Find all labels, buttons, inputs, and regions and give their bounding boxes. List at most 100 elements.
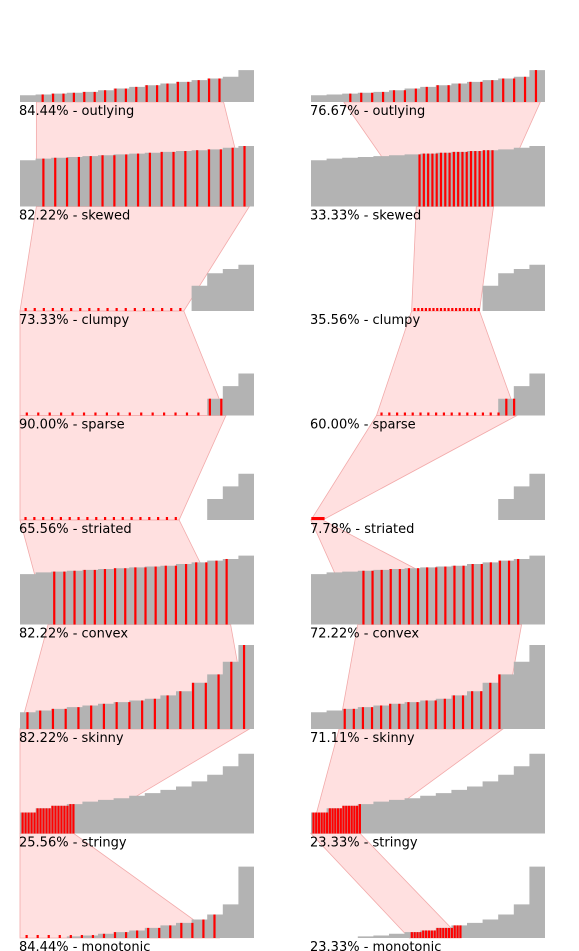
highlight-1-1-8 — [452, 151, 455, 207]
highlight-1-7-6 — [328, 808, 331, 834]
highlight-1-7-9 — [336, 808, 340, 834]
highlight-1-6-10 — [434, 700, 437, 729]
highlight-1-6-15 — [480, 691, 483, 729]
panel-label-1-2: 35.56% - clumpy — [310, 313, 420, 328]
highlight-1-5-13 — [480, 564, 483, 625]
highlight-1-6-14 — [471, 691, 474, 729]
highlight-0-4-4 — [59, 517, 62, 520]
highlight-0-0-15 — [197, 80, 200, 102]
highlight-0-1-2 — [65, 157, 69, 207]
highlight-0-6-5 — [90, 705, 93, 729]
area-1-4 — [311, 473, 545, 520]
panel-label-1-5: 72.22% - convex — [310, 627, 419, 642]
label-layer: 84.44% - outlying 82.22% - skewed 73.33% -… — [19, 104, 441, 951]
highlight-0-3-6 — [94, 412, 97, 416]
highlight-0-0-2 — [62, 93, 65, 102]
highlight-0-6-6 — [102, 703, 106, 729]
panel-label-0-8: 84.44% - monotonic — [19, 940, 150, 951]
highlight-0-6-8 — [128, 702, 131, 729]
highlight-1-0-3 — [381, 91, 385, 102]
highlight-0-6-3 — [64, 708, 67, 729]
highlight-1-8-6 — [427, 930, 431, 938]
highlight-1-3-17 — [513, 398, 516, 416]
highlight-1-0-4 — [392, 90, 396, 102]
highlight-0-0-13 — [176, 81, 179, 102]
highlight-1-3-4 — [411, 412, 414, 416]
highlight-1-5-11 — [462, 565, 465, 625]
highlight-1-3-10 — [458, 412, 461, 416]
highlight-1-3-7 — [435, 412, 438, 416]
highlight-0-2-13 — [142, 308, 146, 311]
highlight-0-5-11 — [164, 565, 167, 625]
highlight-1-0-7 — [425, 86, 428, 102]
highlight-1-5-7 — [426, 567, 429, 625]
highlight-layer — [21, 70, 538, 938]
highlight-1-1-2 — [427, 153, 430, 207]
highlight-0-3-10 — [140, 412, 143, 416]
highlight-0-3-16 — [208, 398, 211, 416]
highlight-0-7-16 — [69, 804, 72, 834]
highlight-0-3-7 — [105, 412, 108, 416]
highlight-0-3-11 — [151, 412, 154, 416]
highlight-0-4-2 — [42, 517, 45, 520]
highlight-1-0-11 — [469, 81, 472, 102]
highlight-0-3-12 — [163, 412, 166, 416]
highlight-0-8-6 — [91, 935, 95, 938]
highlight-1-5-17 — [517, 558, 520, 625]
highlight-0-7-1 — [24, 812, 27, 834]
highlight-1-7-8 — [334, 808, 337, 834]
highlight-1-6-6 — [398, 703, 401, 729]
highlight-0-1-7 — [125, 154, 128, 207]
highlight-1-0-12 — [480, 81, 483, 102]
highlight-1-7-16 — [356, 805, 359, 834]
highlight-0-2-11 — [124, 308, 127, 311]
highlight-0-7-12 — [57, 805, 60, 834]
highlight-0-1-13 — [196, 150, 199, 207]
highlight-0-0-12 — [166, 83, 169, 102]
highlight-0-3-2 — [48, 412, 51, 416]
highlight-1-6-13 — [461, 695, 465, 729]
highlight-0-2-6 — [79, 308, 82, 311]
highlight-0-8-4 — [69, 935, 72, 938]
highlight-0-4-3 — [50, 517, 54, 520]
highlight-0-7-6 — [39, 808, 42, 834]
highlight-0-5-5 — [103, 569, 107, 625]
panel-label-0-1: 82.22% - skewed — [19, 209, 130, 224]
highlight-1-2-16 — [473, 308, 477, 311]
highlight-1-8-10 — [439, 927, 442, 938]
panel-label-1-8: 23.33% - monotonic — [310, 940, 441, 951]
highlight-0-3-1 — [37, 412, 40, 416]
highlight-0-0-16 — [207, 78, 211, 102]
highlight-0-2-1 — [33, 308, 36, 311]
panel-label-0-6: 82.22% - skinny — [19, 731, 124, 746]
highlight-0-1-6 — [113, 155, 116, 207]
highlight-1-8-5 — [425, 930, 428, 938]
highlight-1-0-2 — [371, 92, 374, 102]
highlight-0-8-15 — [191, 922, 194, 938]
highlight-1-4-17 — [322, 517, 325, 520]
highlight-1-2-2 — [421, 308, 424, 311]
highlight-0-1-4 — [89, 156, 92, 207]
panel-label-1-0: 76.67% - outlying — [310, 104, 425, 119]
panel-label-0-2: 73.33% - clumpy — [19, 313, 129, 328]
highlight-1-8-16 — [456, 925, 459, 938]
highlight-1-3-9 — [450, 412, 453, 416]
highlight-1-0-13 — [491, 80, 494, 102]
highlight-0-7-3 — [30, 812, 33, 834]
highlight-0-7-8 — [45, 808, 48, 834]
highlight-0-5-15 — [205, 562, 208, 625]
highlight-1-2-10 — [451, 308, 454, 311]
highlight-1-6-12 — [452, 695, 456, 729]
highlight-0-3-15 — [197, 412, 200, 416]
highlight-1-0-16 — [523, 76, 527, 102]
highlight-0-1-8 — [136, 153, 140, 207]
highlight-0-7-9 — [48, 808, 51, 834]
highlight-1-2-6 — [436, 308, 439, 311]
highlight-0-5-13 — [184, 564, 188, 625]
highlight-1-0-15 — [513, 78, 516, 102]
highlight-0-8-0 — [25, 935, 28, 938]
highlight-1-0-6 — [414, 88, 417, 102]
highlight-0-4-11 — [121, 517, 124, 520]
highlight-0-6-14 — [204, 682, 207, 729]
highlight-1-3-3 — [403, 412, 407, 416]
